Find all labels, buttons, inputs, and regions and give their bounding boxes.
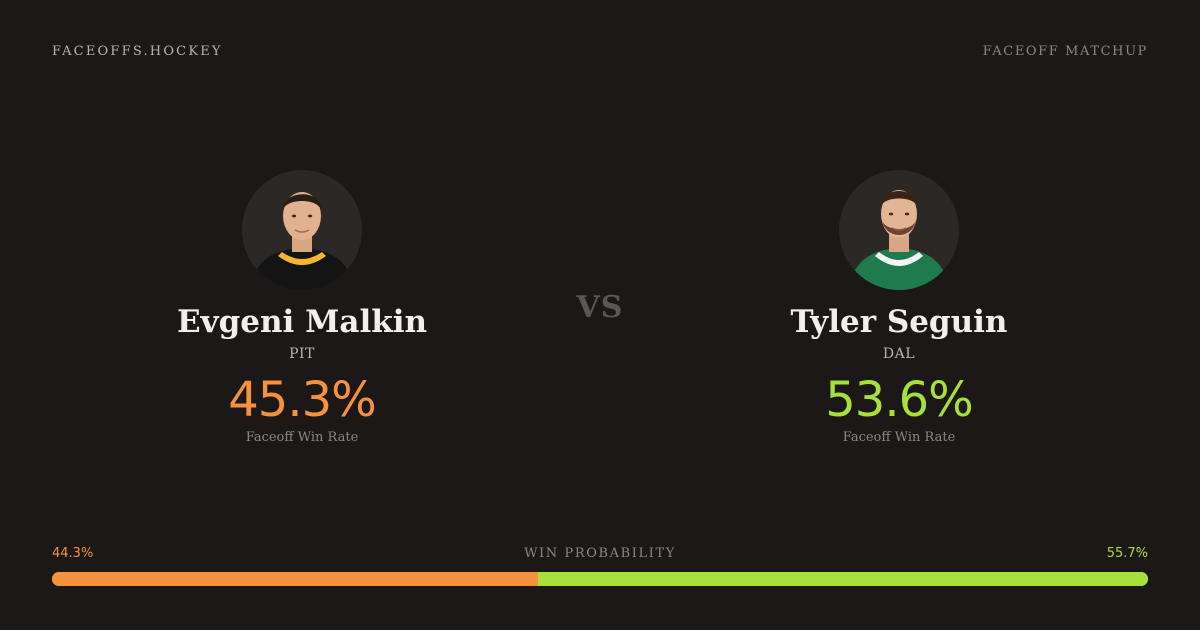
- player-name-right[interactable]: Tyler Seguin: [790, 304, 1008, 340]
- player-card-left: Evgeni Malkin PIT 45.3% Faceoff Win Rate: [122, 170, 482, 445]
- win-probability-title: WIN PROBABILITY: [524, 546, 676, 561]
- site-brand[interactable]: FACEOFFS.HOCKEY: [52, 44, 223, 59]
- player-team-right: DAL: [882, 346, 916, 362]
- matchup-label: FACEOFF MATCHUP: [982, 44, 1148, 59]
- vs-label: VS: [576, 290, 624, 325]
- faceoff-rate-label-left: Faceoff Win Rate: [245, 430, 359, 445]
- faceoff-rate-right: 53.6%: [825, 372, 973, 428]
- player-headshot-icon: [250, 192, 354, 290]
- player-team-left: PIT: [289, 346, 315, 362]
- player-name-left[interactable]: Evgeni Malkin: [176, 304, 428, 340]
- win-probability-bar-left: [52, 572, 538, 586]
- win-probability-bar: [52, 572, 1148, 586]
- player-card-right: Tyler Seguin DAL 53.6% Faceoff Win Rate: [719, 170, 1079, 445]
- win-probability-right: 55.7%: [1106, 546, 1148, 561]
- win-probability-bar-right: [537, 572, 1148, 586]
- faceoff-rate-left: 45.3%: [228, 372, 376, 428]
- player-headshot-icon: [849, 190, 949, 290]
- win-probability-left: 44.3%: [52, 546, 94, 561]
- player-avatar-left: [242, 170, 362, 290]
- player-avatar-right: [839, 170, 959, 290]
- faceoff-rate-label-right: Faceoff Win Rate: [842, 430, 956, 445]
